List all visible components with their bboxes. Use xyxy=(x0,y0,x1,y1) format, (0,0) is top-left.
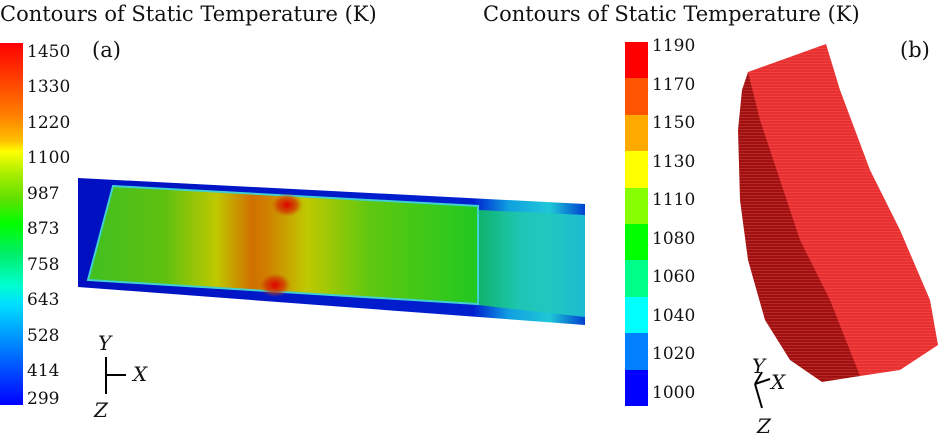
panel-b-colorbar xyxy=(625,42,648,406)
tick-label: 1170 xyxy=(652,75,696,95)
tick-label: 758 xyxy=(27,255,60,275)
tick-label: 987 xyxy=(27,184,60,204)
tick-label: 1330 xyxy=(27,77,71,97)
tick-label: 1100 xyxy=(27,148,71,168)
tick-label: 643 xyxy=(27,290,60,310)
tick-label: 528 xyxy=(27,326,60,346)
panel-a-label: (a) xyxy=(92,38,121,62)
tick-label: 873 xyxy=(27,219,60,239)
colorbar-band xyxy=(625,296,648,334)
colorbar-band xyxy=(625,42,648,79)
tick-label: 1220 xyxy=(27,113,71,133)
panel-b-colorbar-ticks: 1190 1170 1150 1130 1110 1080 1060 1040 … xyxy=(652,38,712,402)
colorbar-band xyxy=(625,114,648,152)
axis-y-label: Y xyxy=(752,354,766,378)
tick-label: 1450 xyxy=(27,42,71,62)
tick-label: 1080 xyxy=(652,229,696,249)
panel-a-colorbar xyxy=(0,43,23,405)
tick-label: 1020 xyxy=(652,344,696,364)
axis-x-label: X xyxy=(771,370,786,394)
colorbar-band xyxy=(625,333,648,370)
tick-label: 299 xyxy=(27,389,60,409)
axis-y-label: Y xyxy=(98,331,112,355)
axis-x-label: X xyxy=(133,362,148,386)
colorbar-band xyxy=(625,223,648,261)
colorbar-band xyxy=(625,260,648,297)
tick-label: 1060 xyxy=(652,267,696,287)
panel-b-label: (b) xyxy=(900,38,930,62)
axis-z-label: Z xyxy=(94,398,108,422)
colorbar-band xyxy=(625,151,648,188)
colorbar-band xyxy=(625,78,648,115)
colorbar-band xyxy=(625,369,648,406)
panel-b-title: Contours of Static Temperature (K) xyxy=(483,2,860,26)
panel-a-colorbar-ticks: 1450 1330 1220 1100 987 873 758 643 528 … xyxy=(27,42,77,409)
tick-label: 1190 xyxy=(652,36,696,56)
axis-z-label: Z xyxy=(757,414,771,438)
tick-label: 1150 xyxy=(652,113,696,133)
panel-a-title: Contours of Static Temperature (K) xyxy=(0,2,377,26)
tick-label: 1040 xyxy=(652,306,696,326)
tick-label: 414 xyxy=(27,361,60,381)
tick-label: 1130 xyxy=(652,152,696,172)
colorbar-band xyxy=(625,187,648,224)
tick-label: 1000 xyxy=(652,383,696,403)
tick-label: 1110 xyxy=(652,190,696,210)
